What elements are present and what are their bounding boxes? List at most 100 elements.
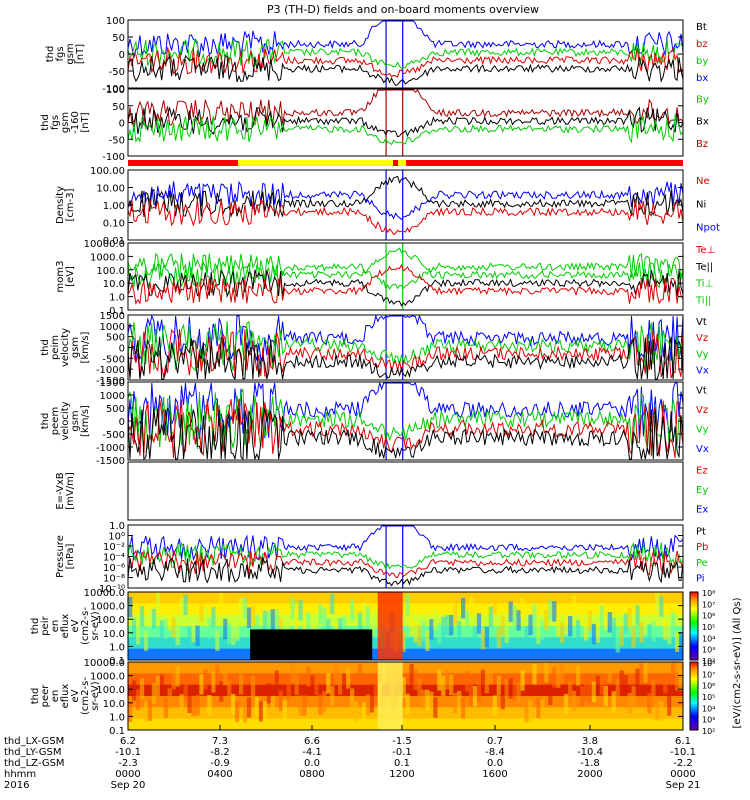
spectrogram-cell xyxy=(472,686,478,707)
spectrogram-cell xyxy=(468,684,474,706)
spectrogram-cell xyxy=(564,613,569,634)
y-tick-label: 0 xyxy=(119,50,125,61)
series-line-Npot xyxy=(127,180,684,220)
spectrogram-cell xyxy=(631,686,636,707)
spectrogram-cell xyxy=(607,662,612,683)
series-line-Vt xyxy=(127,407,684,461)
spectrogram-cell xyxy=(619,625,624,647)
series-line-Te⊥ xyxy=(127,263,684,306)
spectrogram-cell xyxy=(575,620,581,641)
series-line-Pi xyxy=(127,525,684,561)
spectrogram-cell xyxy=(302,695,307,716)
spectrogram-cell xyxy=(556,667,561,688)
y-axis-label: Pressure[nPa] xyxy=(55,535,76,578)
spectrogram-cell xyxy=(552,666,557,688)
y-axis-label-line: [nPa] xyxy=(65,543,76,569)
spectrogram-cell xyxy=(655,699,660,721)
legend-entry-Ti||: Ti|| xyxy=(695,295,711,306)
y-tick-label: 1000.0 xyxy=(90,672,125,683)
series-line-bz xyxy=(127,46,684,78)
legend-entry-Vy: Vy xyxy=(696,349,709,360)
y-tick-label: 10⁻¹⁰ xyxy=(99,584,125,595)
spectrogram-cell xyxy=(175,666,180,687)
panel-frame xyxy=(127,461,684,521)
spectrogram-cell xyxy=(572,690,577,712)
x-tick-label: -8.2 xyxy=(210,747,230,758)
spectrogram-cell xyxy=(147,700,153,721)
spectrogram-cell xyxy=(278,690,283,711)
spectrogram-cell xyxy=(361,602,367,624)
spectrogram-cell xyxy=(282,618,287,639)
spectrogram-cell xyxy=(357,663,363,685)
spectrogram-cell xyxy=(274,670,279,691)
y-axis-label-line: [nT] xyxy=(80,112,91,132)
x-tick-label: -0.9 xyxy=(210,758,230,769)
legend-entry-Vx: Vx xyxy=(696,366,709,377)
spectrogram-cell xyxy=(306,666,311,688)
spectrogram-cell xyxy=(433,609,438,631)
x-tick-label: 0.7 xyxy=(487,736,503,747)
legend-entry-by: by xyxy=(696,56,708,67)
spectrogram-cell xyxy=(548,684,553,705)
status-bar-yellow-2 xyxy=(398,160,406,166)
spectrogram-cell xyxy=(318,694,323,715)
series-line-Vz xyxy=(127,328,684,379)
spectrogram-cell xyxy=(464,671,470,692)
spectrogram-cell xyxy=(167,688,172,709)
spectrogram-cell xyxy=(223,664,228,686)
spectrogram-band xyxy=(128,718,683,731)
spectrogram-cell xyxy=(330,593,335,615)
spectrogram-band xyxy=(128,662,683,674)
figure-title: P3 (TH-D) fields and on-board moments ov… xyxy=(267,3,539,16)
spectrogram-cell xyxy=(326,673,331,694)
y-tick-label: 10000.0 xyxy=(84,239,125,250)
spectrogram-cell xyxy=(615,632,620,653)
spectrogram-cell xyxy=(445,614,450,636)
y-tick-label: -500 xyxy=(102,354,125,365)
spectrogram-cell xyxy=(373,685,379,706)
spectrogram-cell xyxy=(524,625,529,647)
spectrogram-cell xyxy=(365,694,371,715)
series-line-Vx xyxy=(127,314,684,363)
spectrogram-cell xyxy=(587,683,593,704)
legend-entry-Bz: Bz xyxy=(696,139,708,150)
y-axis-label: thdfgsgsm[nT] xyxy=(45,43,86,64)
x-tick-label: 2000 xyxy=(577,769,602,780)
spectrogram-cell xyxy=(540,698,545,720)
y-axis-label-line: (cm2-s- xyxy=(80,607,91,645)
spectrogram-cell xyxy=(631,627,636,648)
spectrogram-cell xyxy=(449,614,454,636)
spectrogram-cell xyxy=(250,676,256,697)
legend-entry-Vt: Vt xyxy=(696,317,707,328)
legend-entry-Ni: Ni xyxy=(696,199,706,210)
spectrogram-cell xyxy=(286,678,291,700)
spectrogram-cell xyxy=(417,677,422,699)
y-tick-label: 10⁻⁸ xyxy=(103,574,125,585)
spectrogram-cell xyxy=(239,597,244,618)
panel-frame xyxy=(127,19,684,89)
spectrogram-cell xyxy=(187,692,192,714)
spectrogram-cell xyxy=(671,611,676,633)
y-axis-label-line: fgs xyxy=(50,115,61,130)
y-axis-label-line: peir xyxy=(40,615,51,635)
spectrogram-cell xyxy=(508,678,513,699)
x-tick-label: -0.1 xyxy=(392,747,412,758)
series-line-Vz xyxy=(127,398,684,459)
y-tick-label: 50 xyxy=(112,102,125,113)
spectrogram-cell xyxy=(254,615,260,636)
spectrogram-cell xyxy=(342,616,347,638)
x-tick-label: 3.8 xyxy=(582,736,598,747)
y-tick-label: 0.1 xyxy=(109,306,125,317)
spectrogram-cell xyxy=(128,701,133,723)
spectrogram-cell xyxy=(183,594,188,615)
panel-frame xyxy=(127,591,684,661)
spectrogram-cell xyxy=(242,702,248,723)
x-axis-row-label: hhmm xyxy=(4,769,36,780)
y-tick-label: 1000.0 xyxy=(90,602,125,613)
colorbar-tick-label: 10⁸ xyxy=(702,589,715,598)
spectrogram-cell xyxy=(544,609,549,631)
spectrogram-cell xyxy=(143,630,149,651)
spectrogram-cell xyxy=(623,675,628,696)
spectrogram-cell xyxy=(647,692,652,714)
spectrogram-cell xyxy=(128,596,133,618)
